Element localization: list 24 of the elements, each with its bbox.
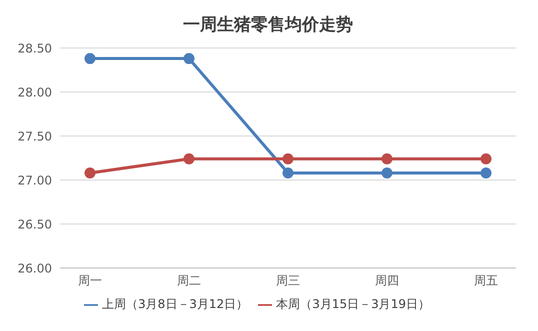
point bbox=[84, 167, 96, 178]
point bbox=[282, 153, 294, 164]
x-tick-label: 周四 bbox=[375, 274, 399, 288]
chart-title: 一周生猪零售均价走势 bbox=[182, 14, 354, 37]
point bbox=[382, 167, 392, 178]
x-tick-label: 周二 bbox=[177, 274, 201, 288]
y-tick-label: 26.50 bbox=[18, 217, 52, 232]
y-tick-label: 27.50 bbox=[18, 129, 52, 144]
point bbox=[184, 153, 194, 164]
point bbox=[184, 53, 194, 64]
point bbox=[382, 153, 392, 164]
y-tick-label: 27.00 bbox=[18, 173, 52, 188]
x-tick-label: 周一 bbox=[78, 274, 102, 288]
x-tick-label: 周三 bbox=[276, 274, 300, 288]
legend-label: 上周（3月8日－3月12日） bbox=[102, 297, 248, 311]
point bbox=[84, 53, 96, 64]
y-tick-label: 26.00 bbox=[18, 261, 52, 276]
y-tick-label: 28.50 bbox=[18, 41, 52, 56]
point bbox=[282, 167, 294, 178]
x-tick-label: 周五 bbox=[474, 274, 498, 288]
y-tick-label: 28.00 bbox=[18, 85, 52, 100]
point bbox=[480, 167, 492, 178]
point bbox=[480, 153, 492, 164]
legend-label: 本周（3月15日－3月19日） bbox=[276, 297, 430, 311]
